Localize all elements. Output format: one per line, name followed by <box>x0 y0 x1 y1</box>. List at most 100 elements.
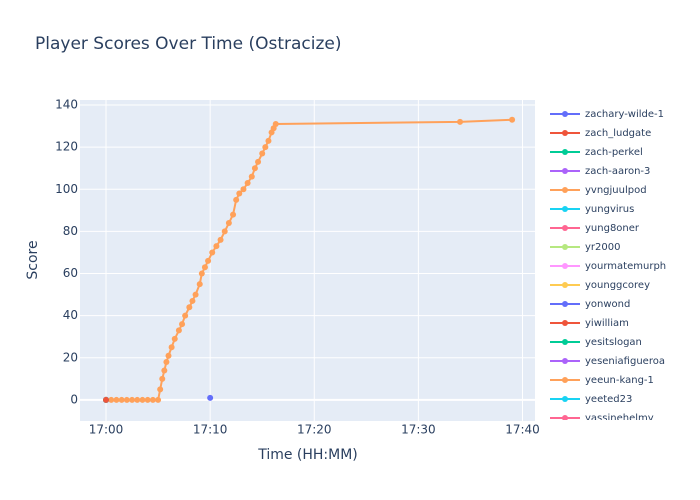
data-point <box>163 359 170 366</box>
y-tick-label: 40 <box>63 308 78 322</box>
data-point <box>144 396 151 403</box>
legend-label[interactable]: yr2000 <box>585 242 620 253</box>
x-tick-label: 17:10 <box>193 423 228 437</box>
legend-marker <box>562 168 568 174</box>
x-tick-label: 17:20 <box>297 423 332 437</box>
legend-marker <box>562 225 568 231</box>
legend-label[interactable]: younggcorey <box>585 280 650 291</box>
data-point <box>209 249 216 256</box>
data-point <box>161 367 168 374</box>
legend-label[interactable]: yourmatemurph <box>585 261 666 272</box>
data-point <box>213 243 220 250</box>
data-point <box>251 165 258 172</box>
chart-title: Player Scores Over Time (Ostracize) <box>35 34 342 54</box>
data-point <box>255 158 262 165</box>
legend-label[interactable]: yassinehelmy <box>585 413 654 424</box>
legend-marker <box>562 282 568 288</box>
data-point <box>248 173 255 180</box>
data-point <box>179 321 186 328</box>
data-point <box>157 386 164 393</box>
x-axis-label: Time (HH:MM) <box>257 447 358 463</box>
y-tick-label: 20 <box>63 350 78 364</box>
data-point <box>225 220 232 227</box>
data-point <box>259 150 266 157</box>
data-point <box>244 179 251 186</box>
data-point <box>186 304 193 311</box>
legend-label[interactable]: yeeted23 <box>585 394 632 405</box>
data-point <box>196 281 203 288</box>
data-point <box>192 291 199 298</box>
data-point <box>189 297 196 304</box>
legend-label[interactable]: zach_ludgate <box>585 128 651 139</box>
data-point <box>108 396 115 403</box>
legend-marker <box>562 396 568 402</box>
legend-label[interactable]: zach-aaron-3 <box>585 166 650 177</box>
legend-marker <box>562 130 568 136</box>
data-point <box>240 186 247 193</box>
data-point <box>171 335 178 342</box>
legend-label[interactable]: yungvirus <box>585 204 634 215</box>
data-point <box>236 190 243 197</box>
legend-label[interactable]: yvngjuulpod <box>585 185 647 196</box>
legend-label[interactable]: yung8oner <box>585 223 640 234</box>
data-point <box>207 394 214 401</box>
legend-marker <box>562 358 568 364</box>
data-point <box>217 236 224 243</box>
data-point <box>123 396 130 403</box>
data-point <box>265 137 272 144</box>
legend-label[interactable]: yonwond <box>585 299 630 310</box>
plot-area <box>80 100 535 421</box>
legend-marker <box>562 415 568 420</box>
data-point <box>221 228 228 235</box>
data-point <box>168 344 175 351</box>
legend-marker <box>562 244 568 250</box>
data-point <box>509 116 516 123</box>
data-point <box>103 396 110 403</box>
data-point <box>230 211 237 218</box>
x-tick-label: 17:40 <box>505 423 540 437</box>
data-point <box>139 396 146 403</box>
legend-marker <box>562 301 568 307</box>
data-point <box>159 375 166 382</box>
legend-marker <box>562 149 568 155</box>
data-point <box>272 121 279 128</box>
data-point <box>262 144 269 151</box>
legend-marker <box>562 320 568 326</box>
legend-label[interactable]: yiwilliam <box>585 318 629 329</box>
data-point <box>201 264 208 271</box>
legend-marker <box>562 263 568 269</box>
legend-marker <box>562 339 568 345</box>
legend-label[interactable]: yeeun-kang-1 <box>585 375 654 386</box>
data-point <box>175 327 182 334</box>
data-point <box>149 396 156 403</box>
data-point <box>134 396 141 403</box>
data-point <box>205 257 212 264</box>
y-tick-label: 60 <box>63 266 78 280</box>
data-point <box>198 270 205 277</box>
legend-marker <box>562 206 568 212</box>
y-axis-label: Score <box>25 240 41 279</box>
y-tick-label: 100 <box>55 182 78 196</box>
legend-label[interactable]: yeseniafigueroa <box>585 356 665 367</box>
legend-label[interactable]: zachary-wilde-1 <box>585 109 664 120</box>
data-point <box>113 396 120 403</box>
legend-marker <box>562 187 568 193</box>
data-point <box>129 396 136 403</box>
data-point <box>457 118 464 125</box>
y-tick-label: 80 <box>63 224 78 238</box>
y-tick-label: 120 <box>55 140 78 154</box>
legend-label[interactable]: yesitslogan <box>585 337 642 348</box>
x-tick-label: 17:30 <box>401 423 436 437</box>
data-point <box>118 396 125 403</box>
legend-marker <box>562 111 568 117</box>
data-point <box>165 352 172 359</box>
y-tick-label: 140 <box>55 98 78 112</box>
data-point <box>155 396 162 403</box>
legend-marker <box>562 377 568 383</box>
y-tick-label: 0 <box>70 392 78 406</box>
data-point <box>182 312 189 319</box>
legend-label[interactable]: zach-perkel <box>585 147 643 158</box>
data-point <box>233 196 240 203</box>
x-tick-label: 17:00 <box>89 423 124 437</box>
